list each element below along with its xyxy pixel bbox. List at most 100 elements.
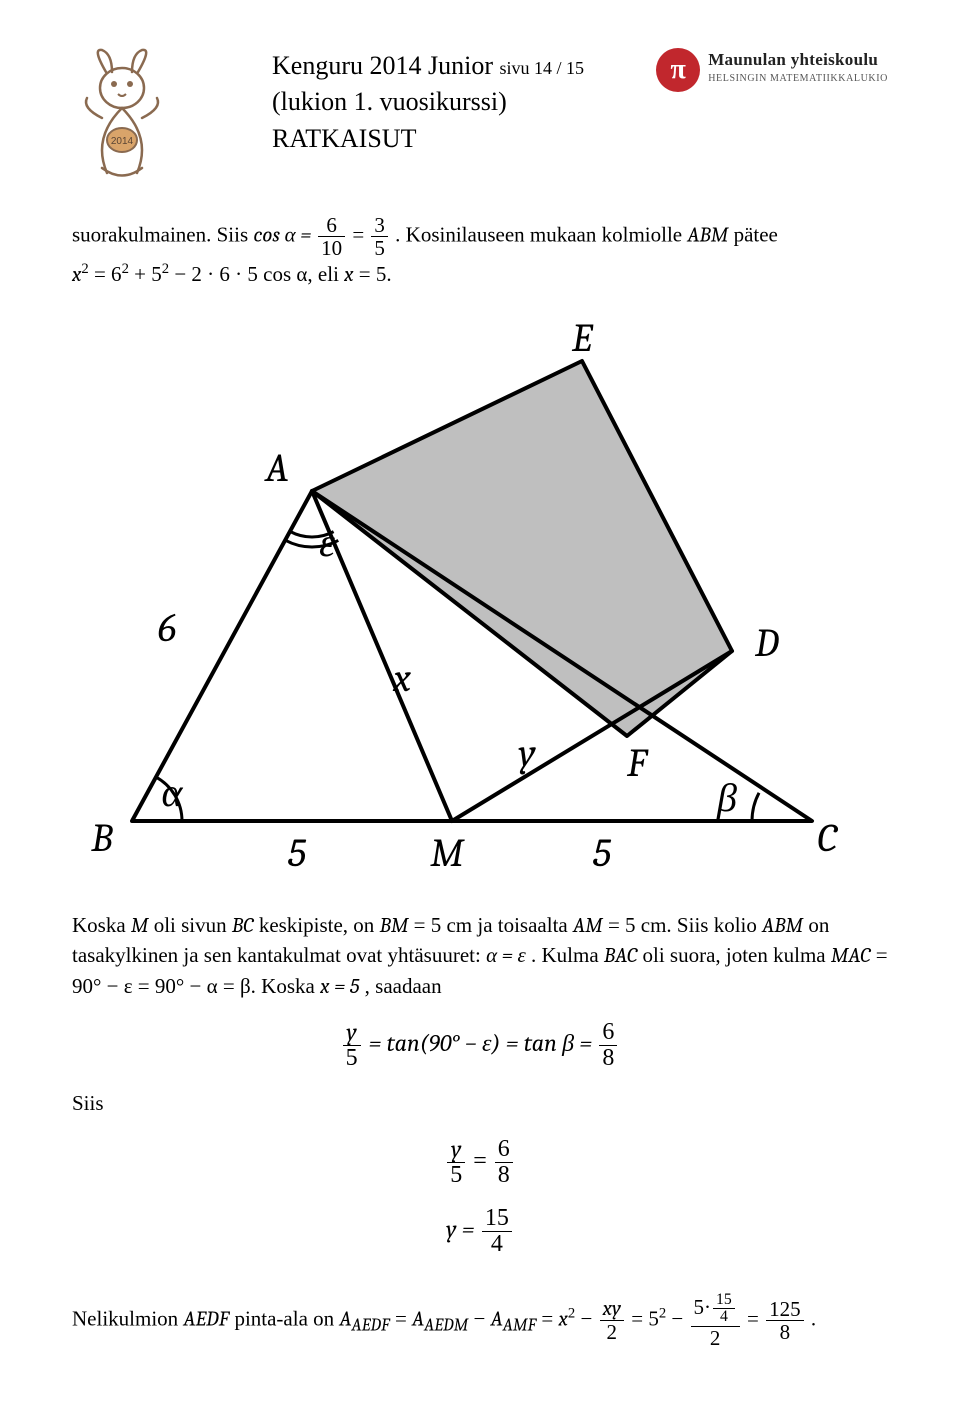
p1-l2b: = 6 — [94, 262, 122, 286]
geometry-diagram: EADBMCF6xy55αεβ — [72, 321, 892, 881]
svg-text:5: 5 — [593, 830, 612, 876]
p2-M: M — [131, 914, 149, 938]
title-main: Kenguru 2014 Junior — [272, 51, 493, 80]
svg-text:α: α — [162, 770, 184, 816]
e1-gd: 8 — [599, 1046, 617, 1071]
p1-x2: x — [344, 263, 353, 287]
p2-BM: BM — [380, 914, 409, 938]
p1-l2d: − 2 · 6 · 5 cos α, eli — [174, 262, 344, 286]
p1-f2n: 3 — [371, 214, 388, 237]
p3-f2n-n: 15 — [713, 1292, 735, 1310]
p3-t8: − — [671, 1306, 688, 1330]
p3-A1: A — [339, 1307, 351, 1331]
svg-text:x: x — [392, 655, 411, 701]
p3-fxyd: 2 — [600, 1321, 624, 1343]
p2-t10: , saadaan — [365, 974, 442, 998]
p3-t7: = 5 — [631, 1306, 659, 1330]
svg-text:F: F — [626, 740, 649, 786]
p1-t3: pätee — [734, 223, 778, 247]
pi-icon: π — [656, 48, 700, 92]
p2-t8: oli suora, joten kulma — [642, 943, 830, 967]
p1-f1n: 6 — [318, 214, 345, 237]
p2-BC: BC — [232, 914, 254, 938]
paragraph-1: suorakulmainen. Siis cos α = 610 = 35 . … — [72, 214, 888, 290]
logo-line1: Maunulan yhteiskoulu — [708, 48, 888, 72]
p3-sub2: AEDM — [424, 1315, 468, 1335]
p3-f2n-top: 5· — [694, 1294, 712, 1318]
p2-t7: . Kulma — [531, 943, 604, 967]
equation-2: y5 = 68 — [72, 1137, 888, 1188]
p3-t3: = — [395, 1306, 412, 1330]
p2-MAC: MAC — [831, 944, 871, 968]
e3-n: 15 — [482, 1206, 512, 1232]
e2-fn: y — [447, 1137, 465, 1163]
p3-A2: A — [412, 1307, 424, 1331]
p3-f3n: 125 — [766, 1298, 804, 1321]
p3-A3: A — [491, 1307, 503, 1331]
svg-text:y: y — [518, 730, 536, 776]
p2-ABM: ABM — [762, 914, 803, 938]
p3-f3d: 8 — [766, 1321, 804, 1343]
p1-x: x — [72, 263, 81, 287]
p3-t10: . — [811, 1306, 816, 1330]
p3-t2: pinta-ala on — [234, 1306, 339, 1330]
p3-fxyn: xy — [600, 1298, 624, 1321]
paragraph-2: Koska M oli sivun BC keskipiste, on BM =… — [72, 911, 888, 1002]
e3-d: 4 — [482, 1232, 512, 1257]
page-header: 2014 Kenguru 2014 Junior sivu 14 / 15 (l… — [72, 48, 888, 186]
title-block: Kenguru 2014 Junior sivu 14 / 15 (lukion… — [172, 48, 656, 157]
title-sub: (lukion 1. vuosikurssi) RATKAISUT — [272, 84, 656, 157]
p1-ABM: ABM — [687, 224, 728, 248]
siis-label: Siis — [72, 1089, 888, 1118]
p3-AEDF: AEDF — [183, 1307, 229, 1331]
svg-text:A: A — [263, 445, 288, 491]
svg-text:2014: 2014 — [111, 136, 134, 147]
p3-t4: − — [473, 1306, 490, 1330]
svg-text:E: E — [571, 321, 594, 361]
logo-line2: HELSINGIN MATEMATIIKKALUKIO — [708, 72, 888, 86]
p2-t1: Koska — [72, 913, 131, 937]
p2-t5: = 5 cm. Siis kolio — [608, 913, 762, 937]
e2-gn: 6 — [495, 1137, 513, 1163]
e1-fd: 5 — [343, 1046, 361, 1071]
p1-l2c: + 5 — [134, 262, 162, 286]
p1-f2d: 5 — [371, 237, 388, 259]
svg-text:D: D — [754, 620, 779, 666]
e2-mid: = — [473, 1148, 493, 1174]
svg-text:B: B — [90, 815, 113, 861]
p3-t5: = — [541, 1306, 558, 1330]
kangaroo-icon: 2014 — [72, 48, 172, 186]
p2-BAC: BAC — [604, 944, 637, 968]
p2-t4: = 5 cm ja toisaalta — [414, 913, 573, 937]
p2-t3: keskipiste, on — [259, 913, 380, 937]
p3-x2: x — [559, 1307, 568, 1331]
e2-fd: 5 — [447, 1163, 465, 1188]
e1-gn: 6 — [599, 1020, 617, 1046]
p3-f2n-d: 4 — [713, 1309, 735, 1326]
p1-t1: suorakulmainen. Siis — [72, 223, 253, 247]
svg-text:C: C — [817, 815, 838, 861]
svg-text:M: M — [430, 830, 465, 876]
p1-cos: cos α = — [253, 224, 316, 248]
p2-t2: oli sivun — [154, 913, 232, 937]
p3-f2d: 2 — [691, 1327, 740, 1349]
p3-t1: Nelikulmion — [72, 1306, 183, 1330]
p3-sub1: AEDF — [352, 1315, 390, 1335]
e3-lhs: y = — [446, 1215, 480, 1243]
equation-1: y5 = tan(90° − ε) = tan β = 68 — [72, 1020, 888, 1071]
e1-fn: y — [343, 1020, 361, 1046]
p3-t6: − — [580, 1306, 597, 1330]
equation-3: y = 154 — [72, 1206, 888, 1257]
p3-sub3: AMF — [503, 1315, 536, 1335]
p1-t2: . Kosinilauseen mukaan kolmiolle — [395, 223, 687, 247]
svg-text:β: β — [716, 775, 737, 821]
title-page: sivu 14 / 15 — [499, 58, 584, 78]
p3-t9: = — [747, 1306, 764, 1330]
e2-gd: 8 — [495, 1163, 513, 1188]
p1-l2f: = 5. — [359, 262, 392, 286]
p2-x5: x = 5 — [320, 975, 359, 999]
p2-eq1: α = ε — [486, 944, 526, 968]
svg-text:5: 5 — [288, 830, 307, 876]
school-logo: π Maunulan yhteiskoulu HELSINGIN MATEMAT… — [656, 48, 888, 92]
svg-text:6: 6 — [158, 605, 176, 651]
